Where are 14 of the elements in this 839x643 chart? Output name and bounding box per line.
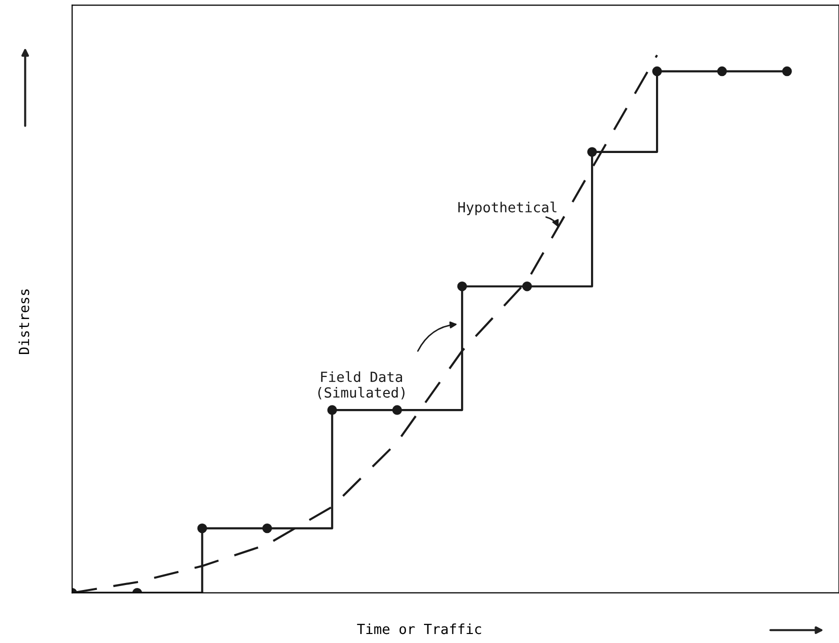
y-axis-title: Distress [18,289,30,354]
series-label: Hypothetical [458,202,556,216]
point [457,282,467,292]
point [522,282,532,292]
point [327,405,338,415]
point [782,66,792,76]
point [392,405,402,415]
x-axis-title: Time or Traffic [357,623,482,634]
point [197,523,208,534]
point [717,66,727,76]
series-label: Field Data (Simulated) [318,371,404,400]
point [587,147,597,157]
point [262,523,272,534]
point [652,66,662,76]
